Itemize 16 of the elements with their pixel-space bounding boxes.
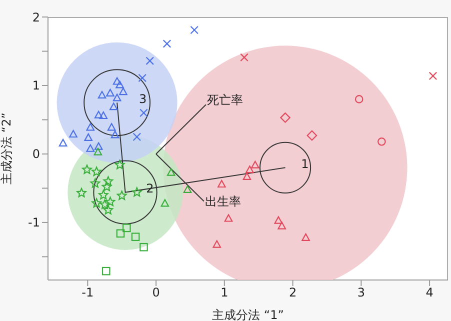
x-tick-label: 0 [152, 286, 160, 300]
y-tick-label: 2 [32, 10, 40, 24]
annotation: 1 [301, 156, 309, 171]
x-axis-title: 主成分法 “1” [212, 308, 284, 321]
x-tick-label: 3 [357, 286, 365, 300]
y-tick-label: 1 [32, 78, 40, 93]
annotation: 死亡率 [206, 92, 243, 107]
annotation: 3 [138, 92, 147, 106]
x-tick-label: 1 [220, 286, 228, 300]
y-tick-label: -1 [28, 216, 40, 230]
x-tick-label: -1 [82, 286, 94, 300]
y-tick-label: 0 [32, 147, 40, 162]
y-axis-title: 主成分法 “2” [0, 112, 14, 184]
x-tick-label: 4 [426, 286, 434, 300]
annotation: 出生率 [204, 194, 241, 208]
x-tick-label: 2 [288, 286, 297, 300]
